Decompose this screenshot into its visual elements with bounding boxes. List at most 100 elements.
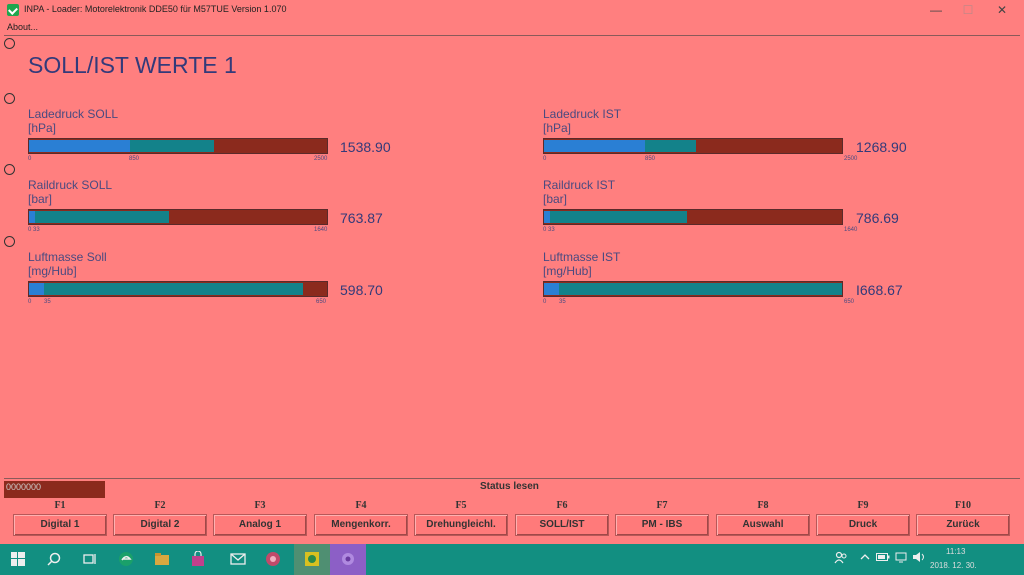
menu-separator — [4, 35, 1020, 36]
menu-bar: About... — [0, 20, 1024, 34]
gauge-bar-marker — [29, 283, 44, 295]
gauge-tick-max: 650 — [316, 299, 327, 305]
radio-button-1[interactable] — [4, 38, 15, 49]
radio-button-3[interactable] — [4, 164, 15, 175]
gauge-value: 786.69 — [856, 210, 899, 226]
close-button[interactable]: ✕ — [996, 3, 1008, 17]
fkey-label-f8: F8 — [757, 500, 769, 511]
gauge-value: 763.87 — [340, 210, 383, 226]
gauge-unit: [mg/Hub] — [543, 264, 592, 278]
mail-icon[interactable] — [229, 550, 247, 568]
volume-icon[interactable] — [912, 551, 926, 566]
gauge-tick-mid: 35 — [44, 299, 51, 305]
fkey-button-auswahl[interactable]: Auswahl — [716, 514, 810, 536]
gauge-unit: [hPa] — [543, 121, 572, 135]
gauge-bar — [28, 281, 328, 297]
menu-about[interactable]: About... — [7, 22, 39, 32]
fkey-button-pm-ibs[interactable]: PM - IBS — [615, 514, 709, 536]
gauge-bar — [28, 138, 328, 154]
purple-app-icon[interactable] — [339, 550, 357, 568]
fkey-label-f7: F7 — [656, 500, 668, 511]
gauge-label: Raildruck SOLL — [28, 178, 113, 192]
network-icon[interactable] — [895, 551, 909, 566]
taskbar — [0, 544, 1024, 575]
gauge-unit: [mg/Hub] — [28, 264, 77, 278]
gauge-tick-max: 650 — [844, 299, 855, 305]
gauge-label: Raildruck IST — [543, 178, 616, 192]
fkey-label-f1: F1 — [54, 500, 66, 511]
gauge-tick-max: 1640 — [844, 227, 858, 233]
gauge-value: 598.70 — [340, 282, 383, 298]
status-indicator: 0000000 — [4, 481, 105, 498]
gauge-tick-max: 1640 — [314, 227, 328, 233]
gauge-tick-max: 2500 — [844, 156, 858, 162]
windows-start-icon[interactable] — [9, 550, 27, 568]
gauge-tick-max: 2500 — [314, 156, 328, 162]
gauge-tick-min: 0 33 — [543, 227, 555, 233]
gauge-unit: [bar] — [28, 192, 53, 206]
fkey-label-f5: F5 — [455, 500, 467, 511]
gauge-label: Luftmasse IST — [543, 250, 621, 264]
gauge-label: Luftmasse Soll — [28, 250, 107, 264]
gauge-bar-fill — [29, 283, 304, 295]
radio-button-4[interactable] — [4, 236, 15, 247]
gauge-tick-mid: 35 — [559, 299, 566, 305]
fkey-button-zurueck[interactable]: Zurück — [916, 514, 1010, 536]
fkey-label-f9: F9 — [857, 500, 869, 511]
gauge-value: I668.67 — [856, 282, 903, 298]
file-explorer-icon[interactable] — [153, 550, 171, 568]
maximize-button[interactable]: ☐ — [962, 3, 974, 17]
inpa-icon[interactable] — [303, 550, 321, 568]
gauge-bar-marker — [29, 140, 131, 152]
gauge-tick-min: 0 33 — [28, 227, 40, 233]
battery-icon[interactable] — [876, 551, 890, 565]
gauge-bar-marker — [29, 211, 35, 223]
fkey-button-soll-ist[interactable]: SOLL/IST — [515, 514, 609, 536]
store-icon[interactable] — [189, 550, 207, 568]
edge-icon[interactable] — [117, 550, 135, 568]
clock-time[interactable]: 11:13 — [946, 547, 966, 556]
minimize-button[interactable]: — — [930, 3, 942, 17]
gauge-value: 1538.90 — [340, 139, 391, 155]
search-icon[interactable] — [45, 550, 63, 568]
gauge-label: Ladedruck IST — [543, 107, 622, 121]
gauge-bar-fill — [29, 211, 170, 223]
app-icon — [7, 4, 19, 16]
fkey-button-mengenkorr[interactable]: Mengenkorr. — [314, 514, 408, 536]
gauge-tick-min: 0 — [543, 299, 547, 305]
fkey-label-f3: F3 — [254, 500, 266, 511]
gauge-tick-mid: 850 — [129, 156, 140, 162]
fkey-label-f6: F6 — [556, 500, 568, 511]
fkey-button-druck[interactable]: Druck — [816, 514, 910, 536]
fkey-label-f4: F4 — [355, 500, 367, 511]
status-label: Status lesen — [480, 481, 539, 492]
window-title: INPA - Loader: Motorelektronik DDE50 für… — [24, 4, 287, 14]
gauge-bar — [543, 138, 843, 154]
title-bar: INPA - Loader: Motorelektronik DDE50 für… — [0, 0, 1024, 20]
radio-button-2[interactable] — [4, 93, 15, 104]
gauge-unit: [bar] — [543, 192, 568, 206]
clock-date[interactable]: 2018. 12. 30. — [930, 561, 977, 570]
gauge-bar — [543, 281, 843, 297]
page-title: SOLL/IST WERTE 1 — [28, 52, 237, 78]
gauge-tick-min: 0 — [28, 299, 32, 305]
chevron-up-icon[interactable] — [860, 551, 870, 565]
fkey-button-drehungleichl[interactable]: Drehungleichl. — [414, 514, 508, 536]
task-view-icon[interactable] — [81, 550, 99, 568]
gauge-tick-mid: 850 — [645, 156, 656, 162]
gauge-bar-fill — [544, 283, 842, 295]
people-icon[interactable] — [834, 551, 848, 568]
gauge-bar-marker — [544, 211, 550, 223]
gauge-bar — [28, 209, 328, 225]
fkey-label-f2: F2 — [154, 500, 166, 511]
gauge-bar-marker — [544, 283, 559, 295]
gauge-tick-min: 0 — [28, 156, 32, 162]
fkey-button-analog-1[interactable]: Analog 1 — [213, 514, 307, 536]
app-icon[interactable] — [264, 550, 282, 568]
fkey-button-digital-2[interactable]: Digital 2 — [113, 514, 207, 536]
gauge-tick-min: 0 — [543, 156, 547, 162]
gauge-label: Ladedruck SOLL — [28, 107, 119, 121]
gauge-bar-fill — [544, 211, 688, 223]
fkey-button-digital-1[interactable]: Digital 1 — [13, 514, 107, 536]
gauge-value: 1268.90 — [856, 139, 907, 155]
